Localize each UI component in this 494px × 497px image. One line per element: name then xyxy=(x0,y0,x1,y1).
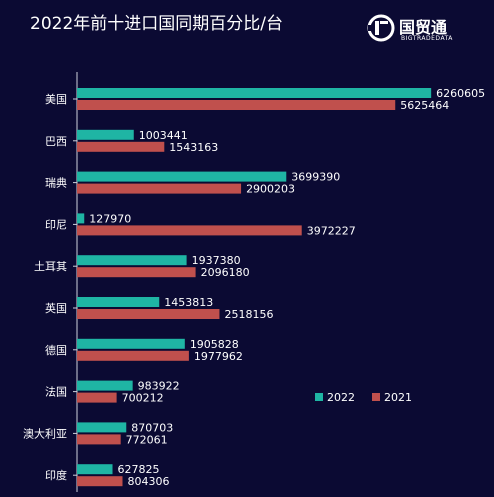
legend-label: 2021 xyxy=(384,391,412,404)
bar-2022 xyxy=(77,297,160,307)
bar-value-label: 1453813 xyxy=(164,296,213,309)
category-label: 印度 xyxy=(45,468,67,482)
category-label: 巴西 xyxy=(45,135,67,148)
bar-2022 xyxy=(77,422,127,433)
chart-title: 2022年前十进口国同期百分比/台 xyxy=(30,14,283,34)
legend-swatch-2021 xyxy=(372,393,380,401)
bar-value-label: 2096180 xyxy=(201,266,250,279)
bar-2022 xyxy=(77,380,133,391)
bar-2022 xyxy=(77,255,187,266)
category-label: 澳大利亚 xyxy=(23,426,67,440)
category-label: 美国 xyxy=(45,93,67,106)
bar-value-label: 2518156 xyxy=(224,308,273,321)
category-label: 瑞典 xyxy=(45,176,67,190)
bar-value-label: 870703 xyxy=(131,421,173,434)
brand-logo-subtitle: BIGTRADEDATA xyxy=(401,35,453,42)
bar-2021 xyxy=(77,350,189,361)
bar-value-label: 804306 xyxy=(128,475,170,488)
brand-logo-name: 国贸通 xyxy=(399,18,448,37)
bar-value-label: 3972227 xyxy=(307,224,356,237)
category-label: 土耳其 xyxy=(34,260,67,273)
category-label: 法国 xyxy=(45,385,67,399)
bar-2022 xyxy=(77,213,85,224)
category-label: 德国 xyxy=(45,343,67,357)
bar-2022 xyxy=(77,338,185,349)
bar-2022 xyxy=(77,88,432,98)
bar-value-label: 5625464 xyxy=(400,99,449,112)
bar-2021 xyxy=(77,100,396,110)
bar-2021 xyxy=(77,434,121,445)
bar-value-label: 1003441 xyxy=(139,129,188,142)
bar-value-label: 1905828 xyxy=(190,338,239,351)
bar-2021 xyxy=(77,183,242,194)
bar-value-label: 2900203 xyxy=(246,183,295,196)
brand-logo-mark-icon xyxy=(367,14,395,42)
bar-2021 xyxy=(77,267,196,278)
bar-value-label: 1977962 xyxy=(194,350,243,363)
category-label: 英国 xyxy=(45,301,67,315)
bar-2022 xyxy=(77,129,134,140)
bar-value-label: 627825 xyxy=(118,463,160,476)
bar-2021 xyxy=(77,392,117,403)
legend-swatch-2022 xyxy=(315,393,323,401)
bar-value-label: 127970 xyxy=(89,212,131,225)
bar-2021 xyxy=(77,309,220,319)
bar-value-label: 1543163 xyxy=(169,141,218,154)
bar-value-label: 772061 xyxy=(126,433,168,446)
bar-value-label: 983922 xyxy=(138,380,180,393)
legend-label: 2022 xyxy=(327,391,355,404)
category-label: 印尼 xyxy=(45,218,67,231)
bar-value-label: 1937380 xyxy=(192,254,241,267)
bar-value-label: 6260605 xyxy=(436,87,485,100)
bar-2021 xyxy=(77,476,123,487)
bar-2022 xyxy=(77,171,287,182)
bar-2021 xyxy=(77,225,302,236)
brand-logo: 国贸通 BIGTRADEDATA xyxy=(366,13,486,47)
bar-2022 xyxy=(77,464,113,475)
bar-value-label: 700212 xyxy=(122,392,164,405)
bar-2021 xyxy=(77,141,165,152)
bar-value-label: 3699390 xyxy=(291,171,340,184)
